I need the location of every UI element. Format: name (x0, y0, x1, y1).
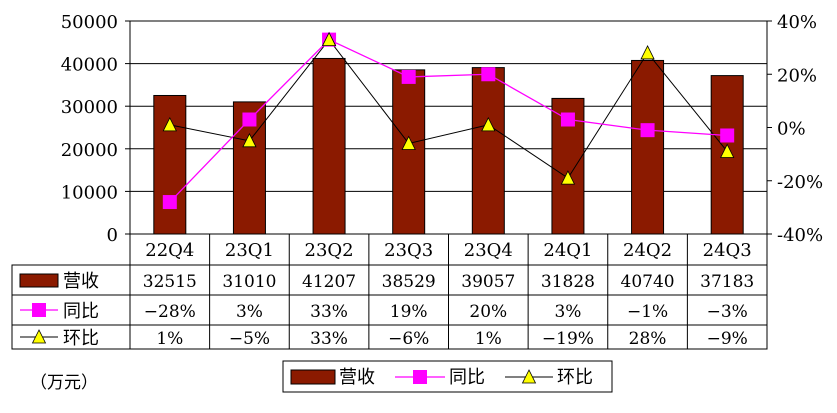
y2-axis-tick-label: -20% (777, 172, 823, 193)
table-cell: 38529 (382, 272, 436, 292)
legend-qoq-marker (521, 369, 537, 384)
y-axis-tick-label: 50000 (61, 12, 118, 33)
qoq-point (162, 116, 177, 132)
legend-revenue-swatch (290, 369, 336, 385)
table-cell: −6% (388, 329, 429, 349)
legend-revenue-label: 营收 (339, 367, 375, 388)
legend-yoy-label: 同比 (449, 367, 485, 388)
yoy-line (169, 38, 728, 203)
table-cell: 31828 (541, 272, 595, 292)
table-cell: 32515 (143, 272, 197, 292)
qoq-row-header: 环比 (63, 328, 99, 349)
table-cell: 33% (310, 329, 348, 349)
table-cell: 3% (236, 302, 263, 322)
y-axis-tick-label: 10000 (61, 182, 118, 203)
y2-axis-tick-label: 0% (777, 119, 806, 140)
revenue-bar (471, 67, 505, 235)
revenue-key-swatch (19, 273, 59, 288)
qoq-point (242, 132, 257, 148)
ratio-lines (162, 31, 735, 210)
legend-box (282, 360, 613, 393)
table-cell: 39057 (461, 272, 515, 292)
qoq-point (401, 135, 416, 150)
revenue-bars (153, 57, 744, 235)
qoq-point (640, 45, 655, 60)
yoy-key-marker (32, 303, 46, 317)
legend-yoy-marker (413, 370, 427, 384)
qoq-point (720, 143, 735, 158)
table-cell: 37183 (700, 272, 754, 292)
qoq-point (321, 31, 337, 47)
table-cell: −5% (229, 329, 270, 349)
table-cell: −28% (144, 302, 196, 322)
table-cell: 3% (554, 302, 581, 322)
y2-axis-tick-label: 40% (777, 12, 817, 33)
table-cell: 20% (469, 302, 507, 322)
revenue-bar (312, 57, 346, 235)
category-label: 23Q3 (384, 240, 433, 261)
table-cell: 19% (390, 302, 428, 322)
yoy-point (720, 128, 735, 143)
category-label: 23Q2 (305, 240, 354, 261)
y-axis-tick-label: 0 (107, 225, 118, 246)
category-label: 22Q4 (145, 240, 194, 261)
yoy-point (242, 112, 257, 127)
yoy-point (481, 67, 496, 82)
legend-qoq-label: 环比 (557, 367, 593, 388)
category-label: 23Q1 (225, 240, 274, 261)
table-cell: −1% (627, 302, 668, 322)
table-cell: 28% (629, 329, 667, 349)
qoq-point (481, 116, 496, 132)
qoq-key-marker (31, 329, 47, 344)
gridlines (130, 20, 767, 192)
y-axis-tick-label: 40000 (61, 55, 118, 76)
category-label: 24Q3 (703, 240, 752, 261)
table-cell: −19% (542, 329, 594, 349)
yoy-point (401, 69, 416, 84)
unit-label: （万元） (30, 373, 98, 393)
table-cell: 33% (310, 302, 348, 322)
y2-axis-tick-label: 20% (777, 65, 817, 86)
revenue-bar (631, 59, 665, 235)
table-cell: −9% (707, 329, 748, 349)
qoq-line (169, 38, 728, 179)
yoy-row-header: 同比 (63, 301, 99, 322)
yoy-point (560, 112, 575, 127)
table-cell: 31010 (222, 272, 276, 292)
table-cell: −3% (707, 302, 748, 322)
y-axis-tick-label: 30000 (61, 97, 118, 118)
legend: 营收 同比 环比 (282, 360, 613, 393)
category-label: 24Q2 (623, 240, 672, 261)
table-cell: 1% (475, 329, 502, 349)
y-axis-tick-label: 20000 (61, 140, 118, 161)
category-label: 23Q4 (464, 240, 513, 261)
table-cell: 40740 (621, 272, 675, 292)
y2-axis-tick-label: -40% (777, 225, 823, 246)
table-cell: 1% (156, 329, 183, 349)
revenue-row-header: 营收 (63, 271, 99, 292)
yoy-point (162, 195, 177, 210)
revenue-bar (153, 94, 187, 235)
revenue-bar (392, 69, 426, 235)
axes: 0 10000 20000 30000 40000 50000 -40% -20% 0% 20% 4… (61, 12, 823, 246)
category-label: 24Q1 (543, 240, 592, 261)
yoy-point (640, 123, 655, 138)
table-cell: 41207 (302, 272, 356, 292)
qoq-point (560, 170, 576, 185)
